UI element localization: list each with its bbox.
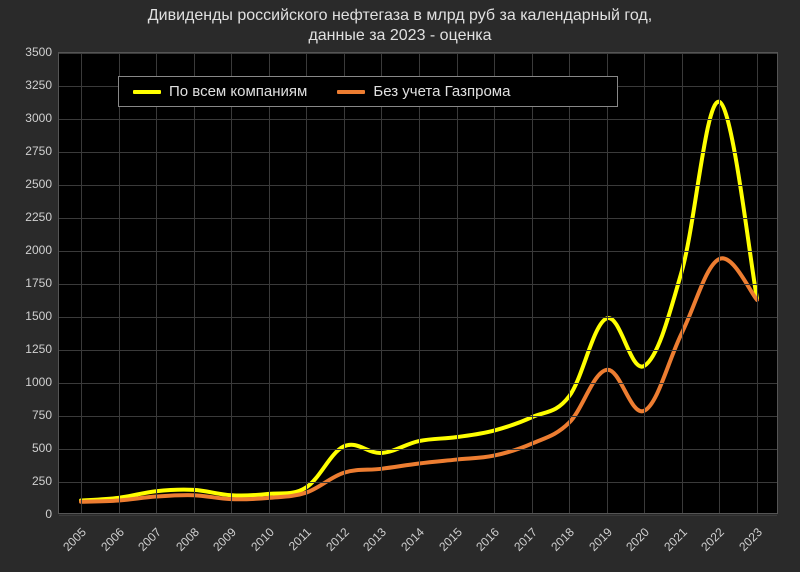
x-tick-label: 2018 xyxy=(548,525,577,554)
y-tick-label: 2750 xyxy=(12,144,52,158)
x-tick-label: 2009 xyxy=(210,525,239,554)
gridline-vertical xyxy=(419,53,420,513)
gridline-vertical xyxy=(119,53,120,513)
y-tick-label: 1250 xyxy=(12,342,52,356)
gridline-horizontal xyxy=(59,515,777,516)
y-tick-label: 3500 xyxy=(12,45,52,59)
gridline-horizontal xyxy=(59,251,777,252)
gridline-horizontal xyxy=(59,482,777,483)
chart-title-line2: данные за 2023 - оценка xyxy=(308,27,491,44)
gridline-horizontal xyxy=(59,449,777,450)
chart-container: Дивиденды российского нефтегаза в млрд р… xyxy=(0,0,800,572)
gridline-vertical xyxy=(457,53,458,513)
gridline-horizontal xyxy=(59,152,777,153)
legend-label: По всем компаниям xyxy=(169,83,307,100)
y-tick-label: 750 xyxy=(12,408,52,422)
x-tick-label: 2014 xyxy=(398,525,427,554)
gridline-vertical xyxy=(532,53,533,513)
gridline-horizontal xyxy=(59,416,777,417)
y-tick-label: 500 xyxy=(12,441,52,455)
gridline-vertical xyxy=(569,53,570,513)
x-tick-label: 2020 xyxy=(623,525,652,554)
x-tick-label: 2022 xyxy=(699,525,728,554)
gridline-vertical xyxy=(381,53,382,513)
gridline-horizontal xyxy=(59,317,777,318)
y-tick-label: 2250 xyxy=(12,210,52,224)
gridline-vertical xyxy=(719,53,720,513)
gridline-horizontal xyxy=(59,119,777,120)
gridline-vertical xyxy=(607,53,608,513)
y-tick-label: 3250 xyxy=(12,78,52,92)
x-tick-label: 2023 xyxy=(736,525,765,554)
gridline-vertical xyxy=(757,53,758,513)
legend: По всем компаниям Без учета Газпрома xyxy=(118,76,618,107)
gridline-vertical xyxy=(682,53,683,513)
gridline-vertical xyxy=(306,53,307,513)
gridline-vertical xyxy=(81,53,82,513)
x-tick-label: 2015 xyxy=(436,525,465,554)
y-tick-label: 2000 xyxy=(12,243,52,257)
gridline-vertical xyxy=(231,53,232,513)
y-tick-label: 3000 xyxy=(12,111,52,125)
gridline-horizontal xyxy=(59,53,777,54)
y-tick-label: 1000 xyxy=(12,375,52,389)
gridline-vertical xyxy=(494,53,495,513)
legend-swatch xyxy=(337,90,365,94)
x-tick-label: 2013 xyxy=(361,525,390,554)
x-tick-label: 2017 xyxy=(511,525,540,554)
y-tick-label: 2500 xyxy=(12,177,52,191)
gridline-vertical xyxy=(194,53,195,513)
y-tick-label: 1500 xyxy=(12,309,52,323)
y-tick-label: 1750 xyxy=(12,276,52,290)
y-tick-label: 250 xyxy=(12,474,52,488)
gridline-vertical xyxy=(269,53,270,513)
chart-title-line1: Дивиденды российского нефтегаза в млрд р… xyxy=(148,7,652,24)
x-tick-label: 2010 xyxy=(248,525,277,554)
x-tick-label: 2011 xyxy=(286,525,314,553)
legend-item-1: Без учета Газпрома xyxy=(337,83,510,100)
gridline-horizontal xyxy=(59,383,777,384)
y-tick-label: 0 xyxy=(12,507,52,521)
legend-swatch xyxy=(133,90,161,94)
gridline-horizontal xyxy=(59,350,777,351)
gridline-vertical xyxy=(644,53,645,513)
gridline-vertical xyxy=(344,53,345,513)
plot-area xyxy=(58,52,778,514)
gridline-horizontal xyxy=(59,218,777,219)
legend-item-0: По всем компаниям xyxy=(133,83,307,100)
x-tick-label: 2019 xyxy=(586,525,615,554)
gridline-horizontal xyxy=(59,284,777,285)
x-tick-label: 2007 xyxy=(135,525,164,554)
x-tick-label: 2016 xyxy=(473,525,502,554)
gridline-horizontal xyxy=(59,185,777,186)
x-tick-label: 2005 xyxy=(60,525,89,554)
x-tick-label: 2012 xyxy=(323,525,352,554)
x-tick-label: 2006 xyxy=(98,525,127,554)
chart-title: Дивиденды российского нефтегаза в млрд р… xyxy=(0,6,800,46)
x-tick-label: 2021 xyxy=(661,525,690,554)
x-tick-label: 2008 xyxy=(173,525,202,554)
legend-label: Без учета Газпрома xyxy=(373,83,510,100)
gridline-vertical xyxy=(156,53,157,513)
